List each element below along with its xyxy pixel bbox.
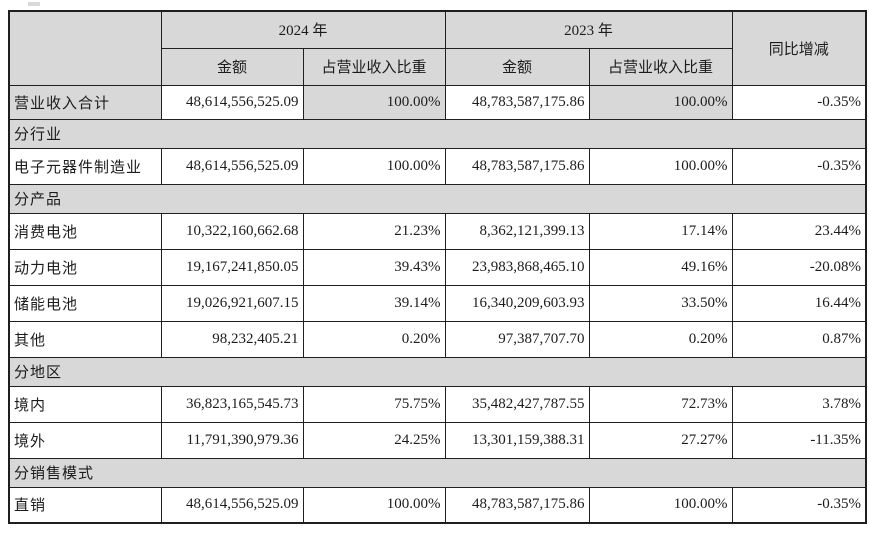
amount-2023-cell: 48,783,587,175.86 <box>444 486 590 524</box>
yoy-header: 同比增减 <box>731 10 867 86</box>
amount-2024-header: 金额 <box>160 47 304 86</box>
yoy-cell: -0.35% <box>731 147 867 185</box>
row-label-cell: 电子元器件制造业 <box>8 147 162 185</box>
ratio-2024-cell: 100.00% <box>302 84 446 120</box>
amount-2024-cell: 19,167,241,850.05 <box>160 248 304 286</box>
section-row: 分行业 <box>8 118 867 149</box>
ratio-2023-cell: 49.16% <box>588 248 733 286</box>
section-label: 分产品 <box>8 183 867 214</box>
table-row: 境内 36,823,165,545.73 75.75% 35,482,427,787.… <box>8 385 867 423</box>
amount-2024-cell: 48,614,556,525.09 <box>160 147 304 185</box>
yoy-cell: -20.08% <box>731 248 867 286</box>
amount-2023-cell: 8,362,121,399.13 <box>444 212 590 250</box>
table-row: 其他 98,232,405.21 0.20% 97,387,707.70 0.20% 0.… <box>8 320 867 358</box>
amount-2024-cell: 48,614,556,525.09 <box>160 486 304 524</box>
ratio-2023-header: 占营业收入比重 <box>588 47 733 86</box>
amount-2023-cell: 23,983,868,465.10 <box>444 248 590 286</box>
yoy-cell: -0.35% <box>731 84 867 120</box>
amount-2023-cell: 48,783,587,175.86 <box>444 84 590 120</box>
amount-2023-header: 金额 <box>444 47 590 86</box>
ratio-2024-cell: 39.14% <box>302 284 446 322</box>
yoy-cell: -0.35% <box>731 486 867 524</box>
row-label-cell: 境外 <box>8 421 162 459</box>
row-label-cell: 其他 <box>8 320 162 358</box>
table-header: 2024 年 2023 年 同比增减 金额 占营业收入比重 金额 占营业收入比重 <box>8 10 867 86</box>
amount-2024-cell: 11,791,390,979.36 <box>160 421 304 459</box>
ratio-2024-cell: 100.00% <box>302 486 446 524</box>
yoy-cell: 23.44% <box>731 212 867 250</box>
section-label: 分销售模式 <box>8 457 867 488</box>
amount-2024-cell: 19,026,921,607.15 <box>160 284 304 322</box>
section-label: 分地区 <box>8 356 867 387</box>
table-body: 营业收入合计 48,614,556,525.09 100.00% 48,783,587… <box>8 84 867 524</box>
table-row: 营业收入合计 48,614,556,525.09 100.00% 48,783,587… <box>8 84 867 120</box>
amount-2024-cell: 48,614,556,525.09 <box>160 84 304 120</box>
ratio-2023-cell: 0.20% <box>588 320 733 358</box>
amount-2023-cell: 97,387,707.70 <box>444 320 590 358</box>
amount-2023-cell: 16,340,209,603.93 <box>444 284 590 322</box>
corner-header-cell <box>8 10 162 86</box>
ratio-2023-cell: 72.73% <box>588 385 733 423</box>
ratio-2024-cell: 39.43% <box>302 248 446 286</box>
section-row: 分销售模式 <box>8 457 867 488</box>
section-row: 分地区 <box>8 356 867 387</box>
yoy-cell: 0.87% <box>731 320 867 358</box>
table-row: 消费电池 10,322,160,662.68 21.23% 8,362,121,399… <box>8 212 867 250</box>
financial-table: 2024 年 2023 年 同比增减 金额 占营业收入比重 金额 占营业收入比重… <box>8 10 867 524</box>
section-row: 分产品 <box>8 183 867 214</box>
cropped-text-artifact <box>28 2 40 6</box>
amount-2023-cell: 13,301,159,388.31 <box>444 421 590 459</box>
ratio-2024-cell: 21.23% <box>302 212 446 250</box>
ratio-2023-cell: 27.27% <box>588 421 733 459</box>
yoy-cell: 16.44% <box>731 284 867 322</box>
row-label-cell: 储能电池 <box>8 284 162 322</box>
ratio-2024-header: 占营业收入比重 <box>302 47 446 86</box>
row-label-cell: 动力电池 <box>8 248 162 286</box>
row-label-cell: 营业收入合计 <box>8 84 162 120</box>
ratio-2023-cell: 100.00% <box>588 486 733 524</box>
amount-2024-cell: 98,232,405.21 <box>160 320 304 358</box>
table-row: 直销 48,614,556,525.09 100.00% 48,783,587,175… <box>8 486 867 524</box>
yoy-cell: 3.78% <box>731 385 867 423</box>
revenue-breakdown-table: 2024 年 2023 年 同比增减 金额 占营业收入比重 金额 占营业收入比重… <box>8 10 867 524</box>
row-label-cell: 境内 <box>8 385 162 423</box>
amount-2024-cell: 10,322,160,662.68 <box>160 212 304 250</box>
table-row: 境外 11,791,390,979.36 24.25% 13,301,159,388.… <box>8 421 867 459</box>
row-label-cell: 消费电池 <box>8 212 162 250</box>
amount-2023-cell: 48,783,587,175.86 <box>444 147 590 185</box>
ratio-2023-cell: 100.00% <box>588 147 733 185</box>
row-label-cell: 直销 <box>8 486 162 524</box>
table-row: 电子元器件制造业 48,614,556,525.09 100.00% 48,783,5… <box>8 147 867 185</box>
table-row: 动力电池 19,167,241,850.05 39.43% 23,983,868,46… <box>8 248 867 286</box>
amount-2024-cell: 36,823,165,545.73 <box>160 385 304 423</box>
ratio-2023-cell: 17.14% <box>588 212 733 250</box>
ratio-2024-cell: 100.00% <box>302 147 446 185</box>
ratio-2023-cell: 100.00% <box>588 84 733 120</box>
amount-2023-cell: 35,482,427,787.55 <box>444 385 590 423</box>
section-label: 分行业 <box>8 118 867 149</box>
year-2024-header: 2024 年 <box>160 10 446 49</box>
table-row: 储能电池 19,026,921,607.15 39.14% 16,340,209,60… <box>8 284 867 322</box>
ratio-2023-cell: 33.50% <box>588 284 733 322</box>
ratio-2024-cell: 0.20% <box>302 320 446 358</box>
year-2023-header: 2023 年 <box>444 10 733 49</box>
ratio-2024-cell: 24.25% <box>302 421 446 459</box>
yoy-cell: -11.35% <box>731 421 867 459</box>
ratio-2024-cell: 75.75% <box>302 385 446 423</box>
